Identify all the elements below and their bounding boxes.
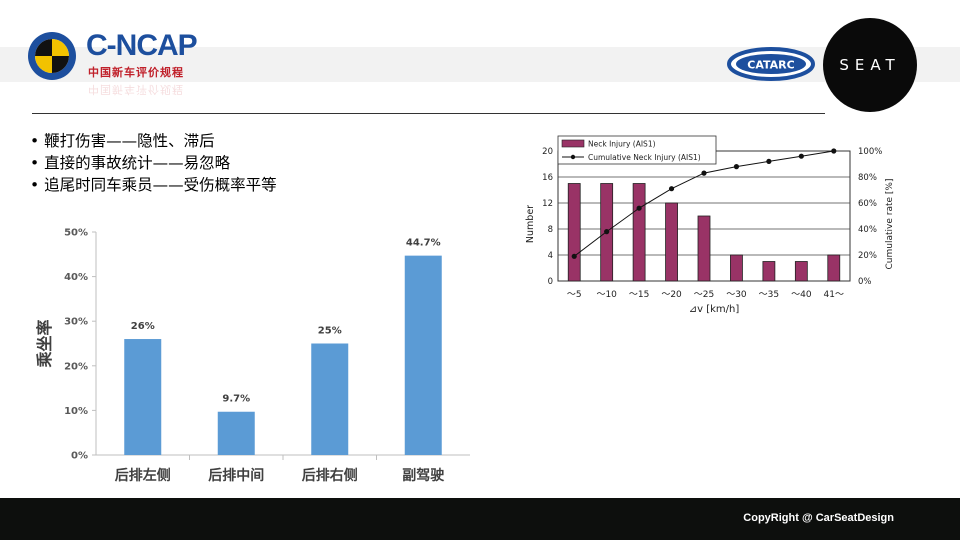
x-tick-label: ～10 (596, 290, 617, 300)
seating-rate-chart: 0% 10% 20% 30% 40% 50% 26% 后排左侧 9.7% 后排中间 25% 后排右侧 4… (35, 228, 470, 484)
x-tick-label: ～40 (791, 290, 812, 300)
legend-label: Neck Injury (AIS1) (588, 140, 656, 149)
y2-tick-label: 100% (858, 147, 882, 157)
y-tick-label: 10% (64, 406, 88, 417)
x-tick-label: ～25 (694, 290, 714, 300)
bar (794, 261, 808, 282)
legend-line-marker (570, 154, 576, 160)
y-tick-label: 0% (71, 451, 88, 462)
cumulative-point (798, 153, 804, 159)
y-tick-label: 20 (542, 147, 553, 157)
cumulative-point (604, 229, 610, 235)
bar (217, 411, 255, 455)
bar (762, 261, 776, 282)
y2-tick-label: 60% (858, 199, 877, 209)
bar (567, 183, 581, 282)
y-tick-label: 16 (542, 173, 553, 183)
bar (404, 255, 442, 455)
y2-tick-label: 20% (858, 251, 877, 261)
cumulative-point (733, 164, 740, 170)
cncap-emblem-icon (28, 32, 76, 80)
x-axis-label: ⊿v [km/h] (689, 304, 740, 315)
y-axis-label: 乘坐率 (35, 319, 54, 368)
bullet-item: 直接的事故统计——易忽略 (30, 152, 277, 174)
cncap-logo-reflection: 中国新车评价规程 (88, 83, 184, 96)
bar (632, 183, 646, 282)
legend-box (557, 135, 717, 165)
cumulative-point (701, 170, 707, 176)
y2-tick-label: 80% (858, 173, 877, 183)
data-label: 44.7% (406, 238, 441, 249)
data-label: 26% (131, 321, 155, 332)
legend-bar-swatch (561, 139, 585, 148)
x-tick-label: ～5 (567, 290, 582, 300)
x-tick-label: 41～ (824, 290, 844, 300)
catarc-logo-text: CATARC (747, 59, 794, 72)
cncap-logo: C-NCAP 中国新车评价规程 中国新车评价规程 (26, 26, 216, 98)
y2-axis-label: Cumulative rate [%] (885, 179, 895, 270)
y2-tick-label: 40% (858, 225, 877, 235)
y-tick-label: 4 (548, 251, 553, 261)
y-tick-label: 50% (64, 228, 88, 239)
x-tick-label: ～35 (759, 290, 779, 300)
catarc-logo: CATARC (727, 47, 815, 81)
x-tick-label: 后排左侧 (115, 467, 171, 484)
seat-logo-text: SEAT (839, 56, 900, 74)
x-tick-label: 后排右侧 (302, 467, 358, 484)
bar (665, 202, 678, 282)
cncap-logo-subtitle: 中国新车评价规程 (88, 66, 184, 79)
y-tick-label: 20% (64, 361, 88, 372)
y2-tick-label: 0% (858, 277, 872, 287)
footer-bar: CopyRight @ CarSeatDesign (0, 498, 960, 540)
y-tick-label: 0 (548, 277, 553, 287)
cumulative-point (668, 186, 675, 192)
bar (827, 254, 841, 282)
title-divider (32, 113, 825, 114)
y-tick-label: 30% (64, 317, 88, 328)
x-tick-label: 后排中间 (208, 467, 264, 484)
copyright-text: CopyRight @ CarSeatDesign (743, 512, 894, 524)
cumulative-point (571, 253, 577, 259)
cumulative-point (831, 148, 837, 154)
neck-injury-chart: 0 4 8 12 16 20 0% 20% 40% 60% 80% 100% ～5 ～10 ～15 ～20 ～2… (525, 135, 895, 315)
legend-label: Cumulative Neck Injury (AIS1) (588, 153, 701, 162)
bullet-item: 鞭打伤害——隐性、滞后 (30, 130, 277, 152)
cumulative-point (766, 158, 772, 164)
data-label: 9.7% (222, 394, 250, 405)
y-tick-label: 8 (548, 225, 553, 235)
y-tick-label: 40% (64, 272, 88, 283)
data-label: 25% (318, 326, 342, 337)
x-tick-label: ～15 (629, 290, 649, 300)
x-tick-label: ～20 (661, 290, 682, 300)
bar (124, 339, 162, 455)
x-tick-label: 副驾驶 (402, 467, 444, 484)
cncap-logo-text: C-NCAP (86, 29, 198, 62)
bar (311, 343, 349, 455)
y-axis-label: Number (525, 205, 536, 243)
bar (730, 254, 743, 282)
y-tick-label: 12 (542, 199, 553, 209)
bar (697, 215, 711, 282)
seat-logo: SEAT (823, 18, 917, 112)
bullet-item: 追尾时同车乘员——受伤概率平等 (30, 174, 277, 196)
cumulative-point (636, 205, 642, 211)
x-tick-label: ～30 (726, 290, 747, 300)
bullet-list: 鞭打伤害——隐性、滞后 直接的事故统计——易忽略 追尾时同车乘员——受伤概率平等 (30, 130, 277, 196)
